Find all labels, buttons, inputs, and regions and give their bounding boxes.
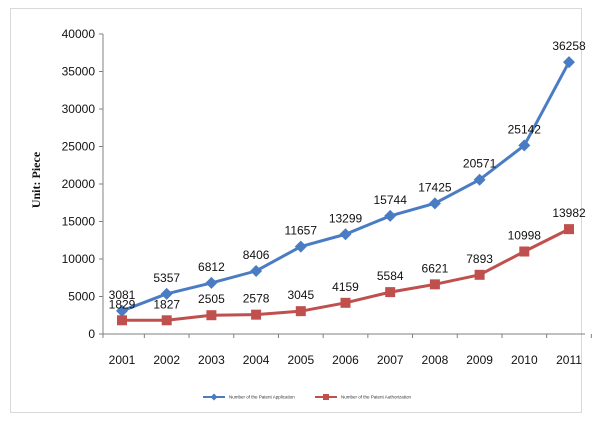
data-labels: 3081 5357 6812 8406 11657 13299 15744 17425 2057…: [109, 39, 586, 311]
data-point: [474, 269, 485, 280]
data-point: [117, 315, 127, 326]
data-label: 6812: [198, 260, 225, 274]
y-tick-label: 15000: [62, 215, 96, 229]
data-label: 13982: [552, 206, 586, 220]
y-tick-label: 5000: [68, 290, 95, 304]
x-tick-labels: 2001 2002 2003 2004 2005 2006 2007 2008 2009 2010…: [109, 353, 583, 367]
y-tick-label: 25000: [62, 140, 96, 154]
data-point: [116, 304, 128, 317]
data-point: [385, 287, 396, 298]
data-label: 17425: [418, 180, 452, 194]
data-point: [384, 209, 397, 222]
data-point: [251, 309, 262, 320]
data-point: [250, 264, 263, 277]
data-label: 5584: [377, 269, 404, 283]
x-tick-label: 2004: [243, 353, 270, 367]
data-label: 4159: [332, 280, 359, 294]
data-point: [473, 173, 486, 186]
y-tick-labels: 0 5000 10000 15000 20000 25000 30000 35000 40000: [62, 27, 96, 341]
data-label: 1827: [153, 297, 180, 311]
legend-marker: [323, 394, 329, 400]
data-label: 7893: [466, 252, 493, 266]
x-tick-label: 2001: [109, 353, 136, 367]
data-label: 15744: [374, 193, 408, 207]
data-point: [161, 315, 172, 326]
data-label: 36258: [552, 39, 586, 53]
x-tick-label: 2002: [153, 353, 180, 367]
data-point: [563, 56, 575, 69]
data-label: 1829: [109, 297, 136, 311]
x-tick-label: 2007: [377, 353, 404, 367]
data-point: [518, 139, 531, 152]
data-label: 2505: [198, 292, 225, 306]
y-axis-label: Unit: Piece: [29, 151, 43, 208]
data-point: [564, 224, 574, 235]
data-point: [519, 246, 530, 257]
series: [116, 56, 575, 326]
data-label: 5357: [153, 271, 180, 285]
data-label: 3081: [109, 288, 136, 302]
axes: [99, 33, 592, 338]
legend: Number of the Patent Application Number o…: [203, 393, 412, 401]
y-tick-label: 0: [88, 327, 95, 341]
data-label: 6621: [422, 261, 449, 275]
legend-marker: [210, 393, 218, 401]
data-label: 2578: [243, 292, 270, 306]
data-point: [340, 297, 351, 308]
data-label: 3045: [287, 288, 314, 302]
legend-label: Number of the Patent Application: [229, 395, 295, 400]
x-tick-label: 2003: [198, 353, 225, 367]
x-tick-label: 2009: [466, 353, 493, 367]
x-tick-label: 2006: [332, 353, 359, 367]
data-point: [160, 287, 173, 300]
data-label: 13299: [329, 211, 363, 225]
data-label: 11657: [285, 224, 318, 238]
data-label: 8406: [243, 248, 270, 262]
data-label: 10998: [508, 229, 542, 243]
data-point: [339, 228, 352, 241]
series-line-1: [121, 61, 571, 313]
data-label: 25142: [508, 122, 542, 136]
x-tick-label: 2008: [422, 353, 449, 367]
data-point: [206, 310, 217, 321]
x-tick-label: 2010: [511, 353, 538, 367]
y-tick-label: 35000: [62, 65, 96, 79]
chart-frame: [10, 8, 582, 413]
y-tick-label: 40000: [62, 27, 96, 41]
data-point: [295, 306, 306, 317]
data-point: [429, 279, 440, 290]
data-label: 20571: [463, 157, 497, 171]
legend-label: Number of the Patent Authorization: [341, 395, 412, 400]
data-point: [428, 197, 441, 210]
data-point: [294, 240, 307, 253]
y-tick-label: 30000: [62, 102, 96, 116]
x-tick-label: 2005: [287, 353, 314, 367]
data-point: [205, 276, 218, 289]
x-tick-label: 2011: [556, 353, 582, 367]
y-tick-label: 10000: [62, 252, 96, 266]
y-tick-label: 20000: [62, 177, 96, 191]
